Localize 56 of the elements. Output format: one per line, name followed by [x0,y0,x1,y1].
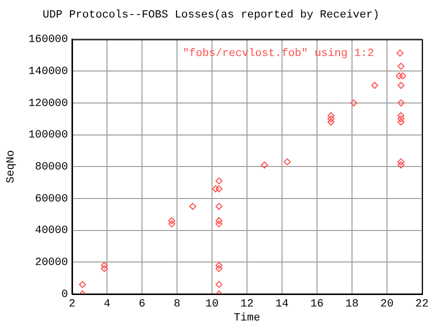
point [350,99,358,106]
point [261,162,268,169]
point [79,280,86,288]
point [168,220,176,228]
x-tick-label: 6 [138,298,146,311]
point [100,265,108,272]
point [284,158,291,166]
point [398,115,404,122]
point [398,118,404,126]
y-tick-label: 80000 [34,162,68,174]
point [398,112,404,120]
y-tick-label: 0 [61,288,68,301]
y-tick-label: 100000 [28,130,68,142]
x-axis-title: Time [234,312,260,324]
point [371,82,378,89]
y-tick-label: 160000 [28,34,68,46]
point [328,118,334,126]
point [398,62,404,70]
y-tick-label: 40000 [34,225,68,238]
y-tick-label: 140000 [28,66,68,78]
x-tick-label: 2 [68,298,76,311]
point [216,280,222,288]
y-axis-title: SeqNo [6,150,18,184]
x-tick-label: 16 [310,298,324,311]
point [216,202,222,210]
point [398,162,404,169]
point [398,158,404,166]
point [216,217,222,224]
x-tick-label: 22 [415,298,429,311]
x-tick-label: 4 [104,298,111,311]
x-tick-label: 12 [240,298,254,311]
point [216,262,222,269]
point [328,115,334,122]
point [398,99,404,106]
x-tick-label: 18 [345,298,359,311]
point [399,72,406,80]
point [328,112,334,120]
point [189,202,196,210]
point [216,185,222,192]
point [216,265,222,272]
y-tick-label: 20000 [34,257,68,270]
point [216,220,222,228]
legend-label: "fobs/recvlost.fob" using 1:2 [182,48,374,60]
y-tick-label: 60000 [34,193,68,206]
point [168,217,176,224]
x-tick-label: 14 [275,298,289,311]
point [100,262,108,269]
point [396,72,403,80]
y-tick-label: 120000 [28,98,68,110]
point [216,177,222,184]
x-tick-label: 10 [205,298,219,311]
chart-title: UDP Protocols--FOBS Losses(as reported by Receiver) [42,10,380,22]
x-tick-label: 20 [380,298,394,311]
point [398,82,404,89]
point [212,185,219,192]
x-tick-label: 8 [174,298,180,311]
